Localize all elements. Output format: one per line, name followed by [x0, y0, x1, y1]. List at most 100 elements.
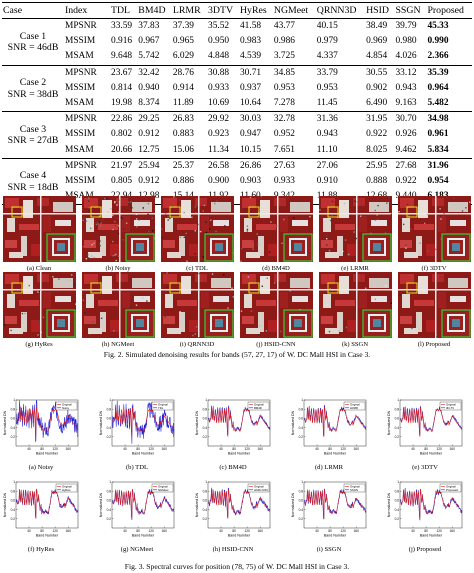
value-cell: 0.952 — [273, 129, 295, 140]
x-tick-label: 80 — [328, 447, 332, 451]
table-row: Case 1 SNR = 46dB MPSNR 33.59 37.83 37.39 35.5… — [2, 19, 472, 52]
y-tick-label: 1 — [397, 480, 399, 484]
y-tick-label: 0.2 — [395, 435, 400, 439]
plot-caption: (i) SSGN — [316, 546, 342, 553]
y-axis-label: Normalized DN — [387, 410, 391, 435]
x-tick-label: 120 — [52, 529, 58, 533]
legend-box — [343, 401, 366, 411]
value-cell: 5.834 — [427, 144, 449, 155]
value-cell: 4.539 — [239, 51, 262, 62]
x-tick-label: 160 — [354, 529, 360, 533]
spectral-plot-svg: 0.2 0.4 0.6 0.8 1 40 80 120 160 Band Number Normal… — [3, 398, 79, 456]
value-cell: 30.03 — [239, 114, 262, 125]
image-caption: (b) Noisy — [105, 265, 131, 272]
y-tick-label: 0.6 — [11, 417, 16, 421]
value-cell: 3.725 — [273, 51, 295, 62]
y-tick-label: 0.8 — [107, 407, 112, 411]
result-image — [398, 272, 471, 338]
index-cell: MPSNR — [65, 21, 97, 32]
legend-original: Original — [350, 403, 360, 407]
value-cell: 0.943 — [316, 129, 338, 140]
y-tick-label: 1 — [109, 398, 111, 402]
header-cell: HSID — [366, 4, 389, 16]
x-tick-label: 160 — [450, 447, 456, 451]
x-axis-label: Band Number — [132, 452, 155, 456]
spectral-plot-svg: 0.2 0.4 0.6 0.8 1 40 80 120 160 Band Number Normal… — [291, 480, 367, 538]
index-cell: MPSNR — [65, 67, 97, 78]
y-tick-label: 0.8 — [107, 489, 112, 493]
spectral-plot-svg: 0.2 0.4 0.6 0.8 1 40 80 120 160 Band Number Normal… — [3, 480, 79, 538]
result-image — [398, 196, 471, 262]
y-axis-label: Normalized DN — [99, 492, 103, 517]
y-tick-label: 0.4 — [299, 426, 304, 430]
case-label-line: SNR = 18dB — [7, 181, 59, 193]
value-cell: 0.916 — [111, 36, 133, 47]
x-tick-label: 120 — [244, 529, 250, 533]
spectral-plot-svg: 0.2 0.4 0.6 0.8 1 40 80 120 160 Band Number Normal… — [291, 398, 367, 456]
figure-2-caption: Fig. 2. Simulated denoising results for … — [103, 350, 371, 359]
y-tick-label: 0.6 — [299, 417, 304, 421]
spectral-plot: 0.2 0.4 0.6 0.8 1 40 80 120 160 Band Number Normal… — [194, 478, 272, 550]
value-cell: 0.965 — [172, 36, 194, 47]
y-tick-label: 0.4 — [107, 426, 112, 430]
original-curve — [304, 406, 367, 438]
legend-box — [55, 483, 78, 493]
y-tick-label: 0.8 — [395, 489, 400, 493]
legend-original: Original — [158, 485, 168, 489]
x-axis-label: Band Number — [324, 452, 347, 456]
legend-box — [55, 401, 78, 411]
plot-caption: (c) BM4D — [219, 464, 247, 471]
x-tick-label: 160 — [258, 447, 264, 451]
table-row: MSSIM 0.814 0.940 0.914 0.933 0.937 0.953 0.953… — [2, 81, 472, 96]
plot-caption: (f) HyRes — [27, 546, 55, 553]
value-cell: 8.025 — [366, 144, 388, 155]
y-axis-label: Normalized DN — [99, 410, 103, 435]
value-cell: 4.854 — [366, 51, 388, 62]
y-tick-label: 0.2 — [299, 517, 304, 521]
plot-caption: (g) NGMeet — [120, 546, 154, 553]
legend-method: SSGN — [350, 488, 358, 492]
x-tick-label: 160 — [162, 447, 168, 451]
table-row: MSSIM 0.916 0.967 0.965 0.950 0.983 0.986 0.979… — [2, 34, 472, 49]
x-tick-label: 40 — [315, 529, 319, 533]
value-cell: 10.69 — [208, 98, 230, 109]
value-cell: 0.979 — [316, 36, 338, 47]
value-cell: 9.648 — [111, 51, 133, 62]
table-row: MSSIM 0.802 0.912 0.883 0.923 0.947 0.952 0.943… — [2, 128, 472, 143]
y-tick-label: 0.8 — [395, 407, 400, 411]
original-curve — [16, 406, 79, 438]
x-tick-label: 160 — [66, 529, 72, 533]
y-axis-label: Normalized DN — [3, 492, 7, 517]
value-cell: 37.83 — [138, 21, 160, 32]
x-tick-label: 80 — [136, 529, 140, 533]
value-cell: 43.77 — [273, 21, 295, 32]
legend-original: Original — [254, 403, 264, 407]
x-tick-label: 40 — [123, 529, 127, 533]
spectral-plot-svg: 0.2 0.4 0.6 0.8 1 40 80 120 160 Band Number Normal… — [99, 480, 175, 538]
x-tick-label: 80 — [424, 529, 428, 533]
value-cell: 0.953 — [273, 82, 295, 93]
image-caption: (d) BM4D — [262, 265, 290, 272]
y-tick-label: 0.6 — [107, 417, 112, 421]
case-label: Case 1 SNR = 46dB — [2, 19, 64, 66]
value-cell: 10.64 — [239, 98, 262, 109]
value-cell: 39.79 — [395, 21, 417, 32]
legend-original: Original — [350, 485, 360, 489]
value-cell: 25.95 — [366, 160, 388, 171]
table-header: Case Index TDL BM4D LRMR 3DTV HyRes NGMeet QRNN3… — [2, 2, 472, 19]
y-tick-label: 1 — [301, 398, 303, 402]
spectral-plot: 0.2 0.4 0.6 0.8 1 40 80 120 160 Band Number Normal… — [386, 396, 464, 468]
legend-box — [151, 401, 174, 411]
y-tick-label: 0.6 — [203, 499, 208, 503]
value-cell: 0.943 — [395, 82, 417, 93]
y-tick-label: 0.4 — [395, 426, 400, 430]
x-tick-label: 160 — [450, 529, 456, 533]
case-label-line: SNR = 27dB — [7, 135, 59, 147]
x-tick-label: 40 — [411, 447, 415, 451]
case-label-line: Case 3 — [19, 123, 47, 135]
index-cell: MSAM — [65, 98, 94, 109]
value-cell: 0.933 — [208, 82, 230, 93]
image-caption: (a) Clean — [26, 265, 52, 272]
y-tick-label: 0.2 — [11, 517, 16, 521]
x-tick-label: 80 — [232, 529, 236, 533]
